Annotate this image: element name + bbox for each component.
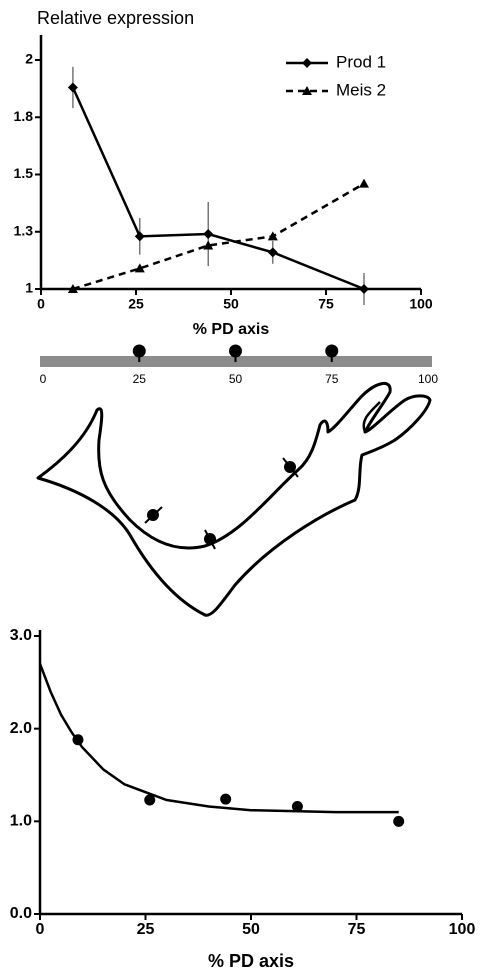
ruler-tick-label: 100 xyxy=(418,372,438,386)
y-tick-label: 3.0 xyxy=(10,627,32,644)
x-tick-label: 100 xyxy=(409,296,433,312)
x-axis-label: % PD axis xyxy=(193,321,270,338)
ruler-marker xyxy=(325,345,338,358)
series-line xyxy=(40,664,399,812)
limb-dot xyxy=(284,461,296,473)
x-tick-label: 0 xyxy=(36,921,45,938)
marker xyxy=(268,231,278,240)
ruler-marker xyxy=(133,345,146,358)
marker xyxy=(359,179,369,188)
x-axis-label: % PD axis xyxy=(208,951,294,971)
x-tick-label: 50 xyxy=(223,296,239,312)
marker xyxy=(203,229,213,239)
marker xyxy=(135,231,145,241)
x-tick-label: 100 xyxy=(449,921,476,938)
y-tick-label: 1.0 xyxy=(10,813,32,830)
pd-ruler: 0 25 50 75 100 xyxy=(40,345,439,387)
y-tick-label: 1 xyxy=(25,280,33,296)
chart: 0.0 1.0 2.0 3.0 0 25 50 75 100 % PD axis xyxy=(10,627,476,971)
ruler-tick-label: 75 xyxy=(325,372,339,386)
limb-dot xyxy=(147,509,159,521)
ruler-tick-label: 50 xyxy=(229,372,243,386)
x-tick-label: 25 xyxy=(137,921,155,938)
x-tick-label: 25 xyxy=(128,296,144,312)
marker xyxy=(68,82,78,92)
limb-outline xyxy=(38,383,430,615)
marker xyxy=(268,247,278,257)
y-tick-label: 2 xyxy=(25,51,33,67)
y-tick-label: 2.0 xyxy=(10,720,32,737)
y-axis-label: Relative expression xyxy=(37,8,194,28)
ruler-marker xyxy=(229,345,242,358)
limb-drawing xyxy=(38,383,430,615)
figure: 1 1.3 1.5 1.8 2 0 25 50 75 100 Relative expression… xyxy=(0,0,482,976)
limb-dot xyxy=(204,533,216,545)
y-tick-label: 1.8 xyxy=(14,108,34,124)
y-tick-label: 0.0 xyxy=(10,905,32,922)
x-tick-label: 75 xyxy=(348,921,366,938)
x-tick-label: 50 xyxy=(242,921,260,938)
limb-points xyxy=(145,458,298,549)
y-tick-label: 1.5 xyxy=(14,165,34,181)
legend-label: Meis 2 xyxy=(336,80,386,99)
legend-label: Prod 1 xyxy=(336,52,386,71)
ruler-tick-label: 0 xyxy=(40,372,47,386)
marker xyxy=(220,794,231,805)
x-tick-label: 75 xyxy=(318,296,334,312)
series-line xyxy=(73,87,364,289)
y-tick-label: 1.3 xyxy=(14,222,34,238)
x-tick-label: 0 xyxy=(37,296,45,312)
ruler-tick-label: 25 xyxy=(133,372,147,386)
marker xyxy=(359,284,369,294)
legend-marker xyxy=(302,58,312,68)
marker xyxy=(393,816,404,827)
chart: 1 1.3 1.5 1.8 2 0 25 50 75 100 Relative expression… xyxy=(14,8,433,338)
page: {"chart_data": [ {"type": "line", "ylabe… xyxy=(0,0,482,976)
